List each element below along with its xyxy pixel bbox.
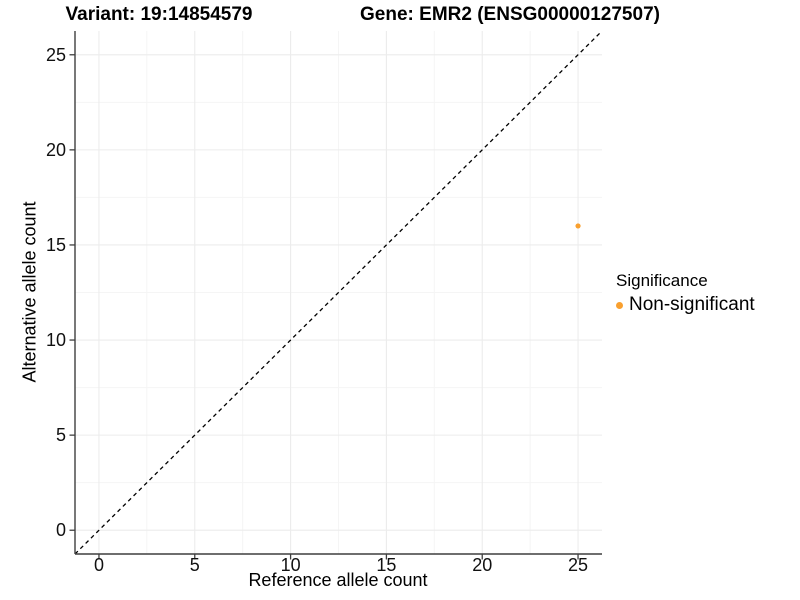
y-tick-label: 5 [56, 425, 66, 445]
x-tick-label: 25 [568, 555, 588, 575]
legend-title: Significance [616, 271, 708, 290]
variant-title: Variant: 19:14854579 [65, 4, 253, 25]
legend-point-icon [616, 301, 623, 309]
x-tick-label: 15 [376, 555, 396, 575]
x-axis-label: Reference allele count [248, 570, 428, 590]
legend-item-label: Non-significant [629, 294, 755, 315]
identity-line [74, 30, 603, 555]
legend: Significance Non-significant [616, 271, 755, 316]
y-tick-label: 25 [46, 45, 66, 65]
x-tick-label: 5 [190, 555, 200, 575]
x-tick-label: 0 [94, 555, 104, 575]
y-tick-label: 0 [56, 520, 66, 540]
data-point [575, 223, 581, 229]
gene-title: Gene: EMR2 (ENSG00000127507) [360, 4, 660, 25]
y-tick-label: 15 [46, 235, 66, 255]
y-tick-label: 20 [46, 140, 66, 160]
y-axis-label: Alternative allele count [19, 201, 40, 383]
x-tick-label: 20 [472, 555, 492, 575]
y-tick-label: 10 [46, 330, 66, 350]
legend-item: Non-significant [616, 294, 755, 316]
x-tick-label: 10 [281, 555, 301, 575]
